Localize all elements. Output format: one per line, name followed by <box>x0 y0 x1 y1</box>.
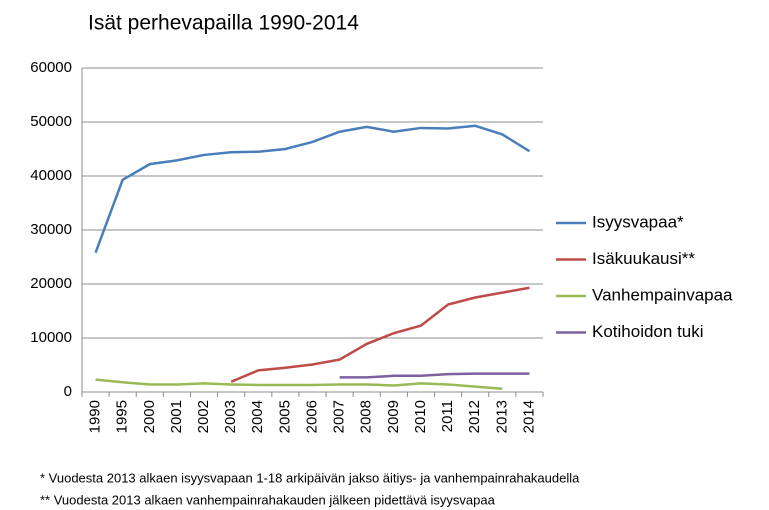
series-line <box>94 124 531 254</box>
y-tick-label: 20000 <box>30 275 72 292</box>
footnote: ** Vuodesta 2013 alkaen vanhempainrahaka… <box>40 492 496 507</box>
x-tick-label: 2009 <box>385 400 402 433</box>
x-tick-label: 2010 <box>412 400 429 433</box>
footnote: * Vuodesta 2013 alkaen isyysvapaan 1-18 … <box>40 470 580 485</box>
y-tick-label: 60000 <box>30 59 72 76</box>
chart-title: Isät perhevapailla 1990-2014 <box>88 12 359 35</box>
y-tick-label: 0 <box>64 383 72 400</box>
x-tick-label: 2008 <box>358 400 375 433</box>
x-tick-label: 2004 <box>249 400 266 433</box>
series-line <box>95 378 503 391</box>
x-tick-label: 2001 <box>168 400 185 433</box>
x-tick-label: 2006 <box>303 400 320 433</box>
x-tick-label: 2011 <box>439 400 456 432</box>
x-tick-label: 2005 <box>276 400 293 433</box>
x-tick-label: 1995 <box>114 400 131 433</box>
series-line <box>230 286 530 383</box>
x-tick-label: 2013 <box>493 400 510 433</box>
legend-label: Isyysvapaa* <box>592 212 684 231</box>
y-tick-label: 10000 <box>30 329 72 346</box>
x-tick-label: 2000 <box>141 400 158 433</box>
legend-label: Vanhempainvapaa <box>592 285 733 304</box>
x-tick-label: 1990 <box>87 400 104 433</box>
x-tick-label: 2002 <box>195 400 212 433</box>
y-tick-label: 30000 <box>30 221 72 238</box>
x-tick-label: 2012 <box>466 400 483 433</box>
x-tick-label: 2007 <box>331 400 348 433</box>
series-line <box>339 372 530 379</box>
x-tick-label: 2003 <box>222 400 239 433</box>
y-tick-label: 40000 <box>30 167 72 184</box>
y-tick-label: 50000 <box>30 113 72 130</box>
legend-label: Isäkuukausi** <box>592 249 695 268</box>
legend-label: Kotihoidon tuki <box>592 322 704 341</box>
x-tick-label: 2014 <box>520 400 537 433</box>
